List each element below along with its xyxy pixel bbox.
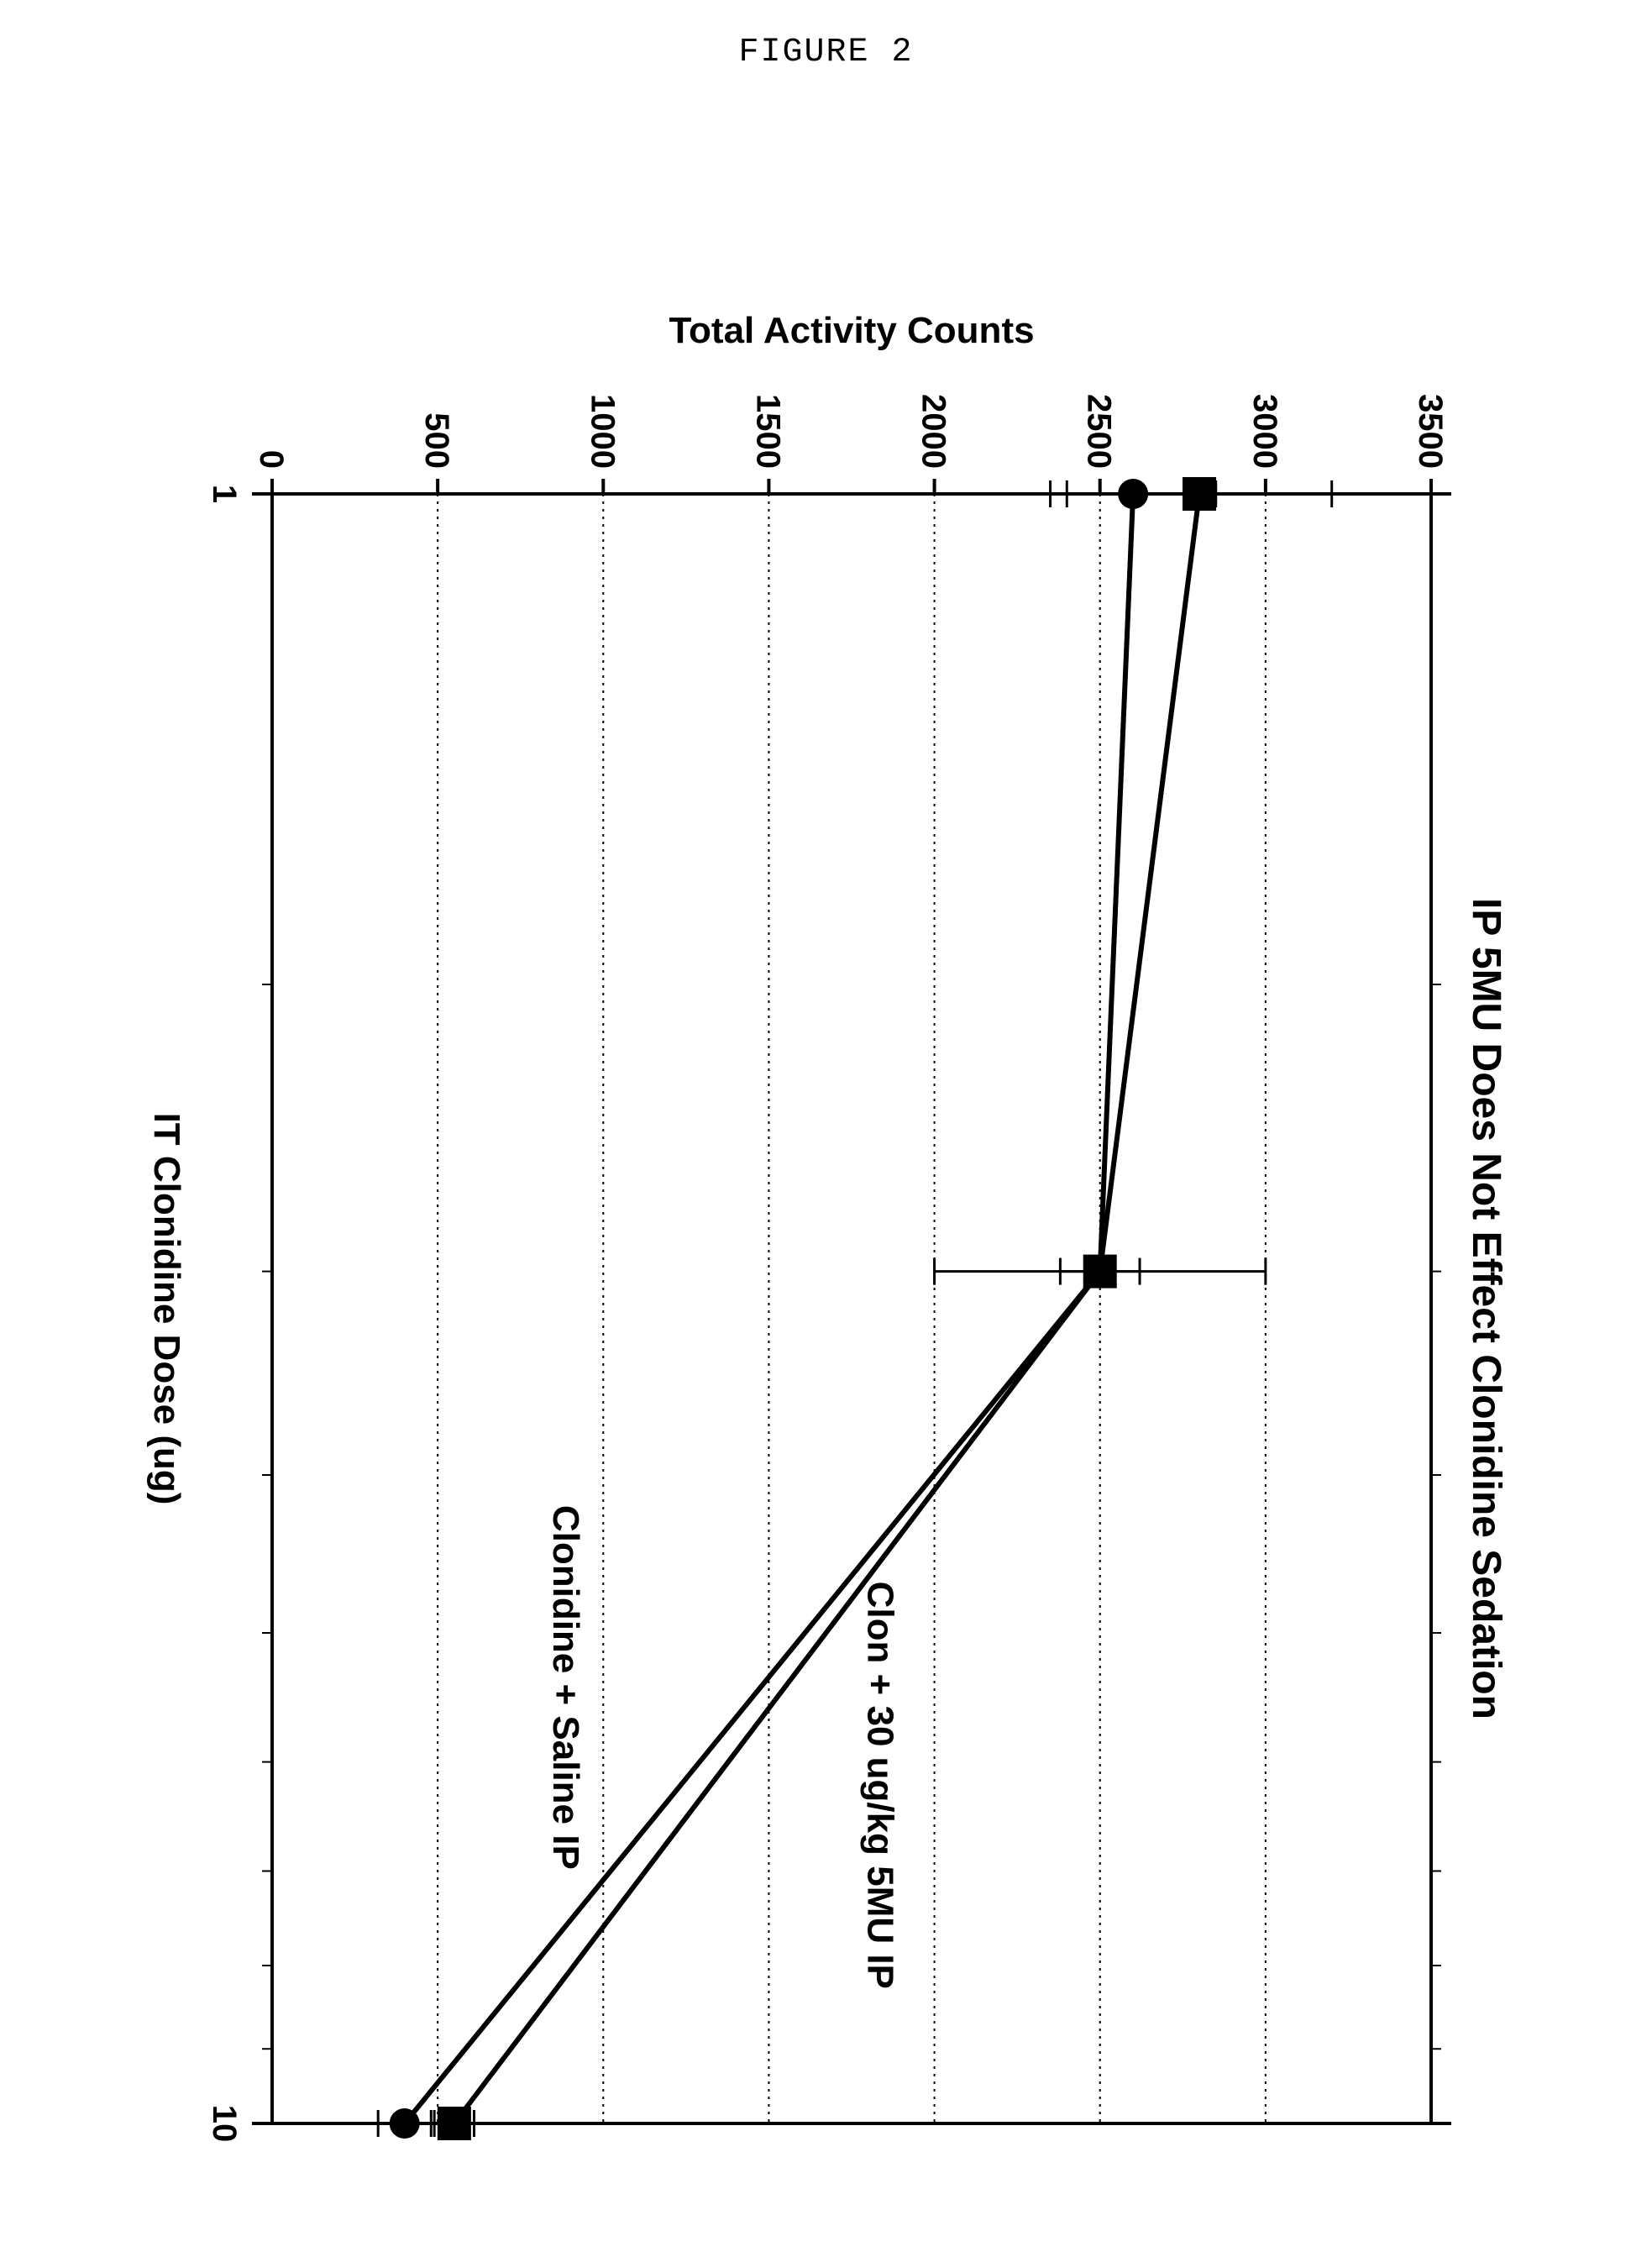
y-axis-label: Total Activity Counts — [669, 310, 1034, 351]
ytick-label: 2500 — [1080, 394, 1117, 469]
xtick-label: 1 — [206, 485, 243, 503]
ytick-label: 3500 — [1412, 394, 1449, 469]
ytick-label: 1000 — [584, 394, 621, 469]
marker-square — [1083, 1254, 1116, 1288]
x-axis-label: IT Clonidine Dose (ug) — [146, 1112, 187, 1504]
marker-square — [1183, 477, 1216, 511]
ytick-label: 1500 — [749, 394, 786, 469]
page: FIGURE 2 0 500 1000 1500 2000 2500 3000 3500 1 10… — [0, 0, 1652, 2257]
chart-title: IP 5MU Does Not Effect Clonidine Sedatio… — [1464, 898, 1508, 1719]
series-label: Clon + 30 ug/kg 5MU IP — [859, 1581, 900, 1988]
ytick-label: 500 — [418, 412, 455, 469]
sedation-chart: 0 500 1000 1500 2000 2500 3000 3500 1 10 Clon + 30… — [104, 276, 1549, 2207]
ytick-label: 0 — [253, 450, 290, 469]
chart-wrap: 0 500 1000 1500 2000 2500 3000 3500 1 10 Clon + 30… — [104, 276, 1549, 2207]
series-label: Clonidine + Saline IP — [545, 1505, 586, 1870]
ytick-label: 2000 — [915, 394, 952, 469]
ytick-label: 3000 — [1246, 394, 1282, 469]
xtick-label: 10 — [206, 2105, 243, 2143]
figure-label: FIGURE 2 — [738, 34, 913, 71]
marker-square — [437, 2107, 470, 2140]
